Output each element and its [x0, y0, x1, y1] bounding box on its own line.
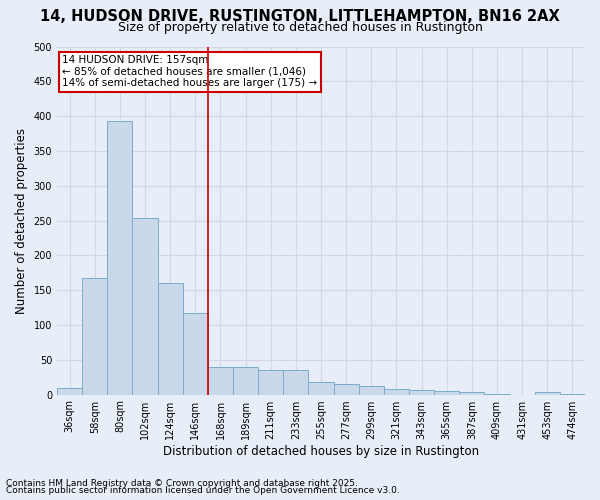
Text: Size of property relative to detached houses in Rustington: Size of property relative to detached ho…: [118, 21, 482, 34]
Bar: [233, 366, 258, 394]
Text: Contains public sector information licensed under the Open Government Licence v3: Contains public sector information licen…: [6, 486, 400, 495]
Bar: [384, 389, 409, 394]
Bar: [82, 278, 107, 394]
Bar: [158, 283, 183, 395]
Bar: [334, 384, 359, 394]
Bar: [308, 382, 334, 394]
Text: 14, HUDSON DRIVE, RUSTINGTON, LITTLEHAMPTON, BN16 2AX: 14, HUDSON DRIVE, RUSTINGTON, LITTLEHAMP…: [40, 9, 560, 24]
Bar: [183, 313, 208, 394]
Bar: [57, 388, 82, 394]
Bar: [258, 370, 283, 394]
Bar: [434, 391, 459, 394]
Bar: [459, 392, 484, 394]
Bar: [535, 392, 560, 394]
Text: 14 HUDSON DRIVE: 157sqm
← 85% of detached houses are smaller (1,046)
14% of semi: 14 HUDSON DRIVE: 157sqm ← 85% of detache…: [62, 55, 317, 88]
Y-axis label: Number of detached properties: Number of detached properties: [15, 128, 28, 314]
Bar: [283, 370, 308, 394]
Text: Contains HM Land Registry data © Crown copyright and database right 2025.: Contains HM Land Registry data © Crown c…: [6, 478, 358, 488]
Bar: [409, 390, 434, 394]
Bar: [359, 386, 384, 394]
Bar: [107, 121, 133, 394]
Bar: [133, 218, 158, 394]
X-axis label: Distribution of detached houses by size in Rustington: Distribution of detached houses by size …: [163, 444, 479, 458]
Bar: [208, 366, 233, 394]
